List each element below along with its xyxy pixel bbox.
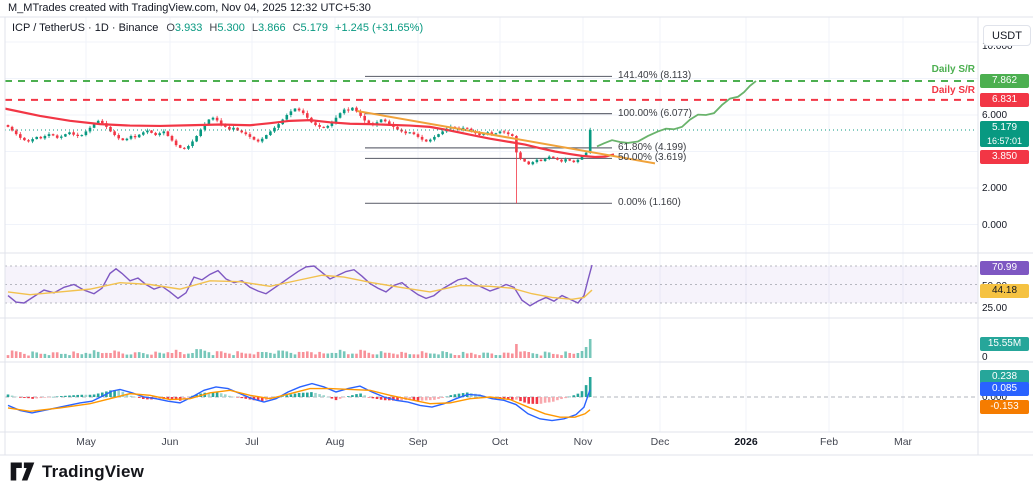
- time-axis-label: May: [76, 436, 96, 448]
- tradingview-logo[interactable]: TradingView: [10, 461, 144, 482]
- symbol-title[interactable]: ICP / TetherUS · 1D · Binance: [12, 22, 159, 34]
- fib-level-label: 50.00% (3.619): [618, 152, 687, 164]
- ohlc-key: O: [166, 22, 175, 34]
- fib-level-label: 0.00% (1.160): [618, 197, 681, 209]
- price-level-badge: 3.850: [980, 150, 1029, 164]
- daily-sr-label: Daily S/R: [931, 85, 975, 96]
- time-axis-label: Oct: [491, 436, 509, 448]
- tradingview-logo-icon: [10, 462, 35, 481]
- price-axis-label: 2.000: [982, 183, 1008, 194]
- price-level-badge: 0.238: [980, 370, 1029, 384]
- price-level-badge: -0.153: [980, 400, 1029, 414]
- price-axis-label: 25.00: [982, 303, 1008, 314]
- price-level-badge: 0.085: [980, 382, 1029, 396]
- ohlc-key: L: [251, 22, 259, 34]
- fib-level-label: 61.80% (4.199): [618, 141, 687, 153]
- time-axis-label: Jun: [161, 436, 179, 448]
- ohlc-key: H: [209, 22, 218, 34]
- symbol-legend: ICP / TetherUS · 1D · Binance O3.933 H5.30…: [12, 22, 423, 34]
- current-price-badge: 5.179 16:57:01: [980, 121, 1029, 147]
- price-axis-label: 0.000: [982, 220, 1008, 231]
- time-axis-label: 2026: [734, 436, 758, 448]
- countdown-timer: 16:57:01: [986, 136, 1023, 146]
- daily-sr-label: Daily S/R: [931, 64, 975, 75]
- fib-level-label: 141.40% (8.113): [618, 70, 692, 82]
- attribution-text: M_MTrades created with TradingView.com, …: [8, 2, 371, 14]
- time-axis-label: Nov: [573, 436, 593, 448]
- price-level-badge: 44.18: [980, 284, 1029, 298]
- time-axis-label: Jul: [245, 436, 259, 448]
- ohlc-value: 5.179: [300, 22, 329, 34]
- fib-level-label: 100.00% (6.077): [618, 107, 692, 119]
- ohlc-value: 3.866: [258, 22, 286, 34]
- price-level-badge: 6.831: [980, 93, 1029, 107]
- time-axis-label: Aug: [325, 436, 345, 448]
- ohlc-value: 3.933: [174, 22, 203, 34]
- price-axis-label: 0: [982, 352, 988, 363]
- currency-toggle-button[interactable]: USDT: [983, 25, 1031, 46]
- price-level-badge: 7.862: [980, 74, 1029, 88]
- price-axis-label: 6.000: [982, 110, 1008, 121]
- tradingview-logo-text: TradingView: [42, 461, 145, 481]
- price-axis-label: 0.000: [982, 392, 1008, 403]
- ohlc-values: O3.933 H5.300 L3.866 C5.179: [166, 22, 335, 34]
- price-axis-label: 10.000: [982, 41, 1013, 52]
- time-axis-label: Dec: [650, 436, 670, 448]
- price-level-badge: 15.55M: [980, 337, 1029, 351]
- time-axis-label: Feb: [819, 436, 839, 448]
- time-axis-label: Sep: [408, 436, 428, 448]
- price-level-badge: 70.99: [980, 261, 1029, 275]
- ohlc-key: C: [292, 22, 301, 34]
- change-value: +1.245 (+31.65%): [335, 22, 424, 34]
- ohlc-value: 5.300: [217, 22, 245, 34]
- time-axis-label: Mar: [893, 436, 913, 448]
